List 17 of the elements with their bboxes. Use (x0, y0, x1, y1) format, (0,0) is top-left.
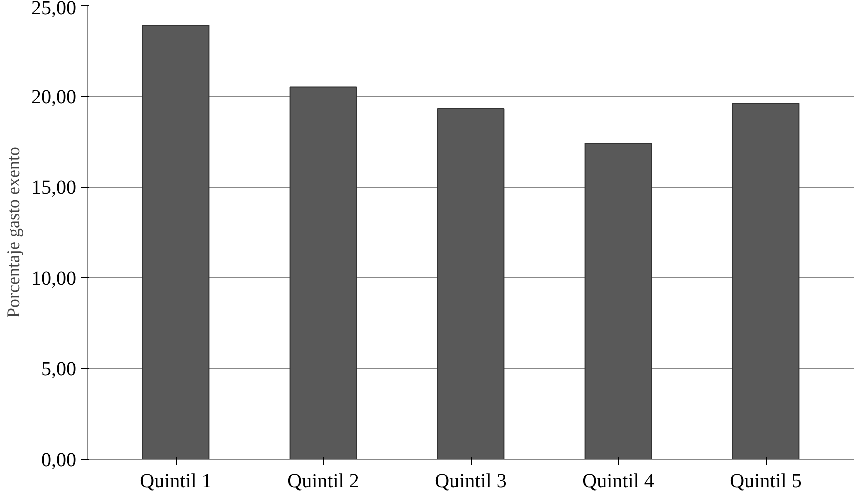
x-tick-label: Quintil 4 (582, 470, 654, 492)
y-tick-label: 5,00 (42, 358, 76, 381)
x-tick-label: Quintil 5 (730, 470, 802, 492)
y-axis-title: Porcentaje gasto exento (4, 147, 24, 318)
y-tick-label: 25,00 (32, 0, 76, 20)
bar (142, 24, 210, 460)
bar (732, 103, 800, 460)
y-tick-label: 20,00 (32, 86, 76, 108)
bar (437, 108, 505, 460)
x-tick-label: Quintil 3 (435, 470, 507, 492)
y-tick-label: 10,00 (32, 268, 76, 290)
y-tick-label: 0,00 (42, 450, 76, 472)
x-tick-label: Quintil 2 (288, 470, 360, 492)
x-tick-label: Quintil 1 (140, 470, 212, 492)
y-tick-label: 15,00 (32, 177, 76, 200)
bar (584, 143, 652, 460)
bar (290, 86, 358, 460)
